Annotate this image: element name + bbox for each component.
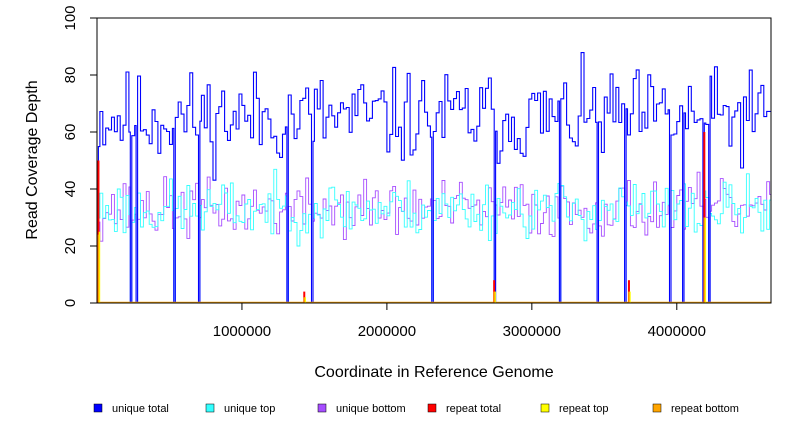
- series-line-unique-top: [97, 168, 771, 303]
- legend-swatch: [317, 403, 327, 413]
- x-tick-label: 3000000: [503, 323, 561, 340]
- legend-swatch: [93, 403, 103, 413]
- legend-item: unique top: [205, 403, 275, 415]
- legend-label: unique top: [224, 403, 275, 415]
- y-tick-label: 60: [62, 124, 79, 141]
- legend-item: unique total: [93, 403, 169, 415]
- legend-label: repeat top: [559, 403, 609, 415]
- legend-swatch: [427, 403, 437, 413]
- y-tick-label: 20: [62, 238, 79, 255]
- legend-label: unique bottom: [336, 403, 406, 415]
- x-tick-label: 1000000: [213, 323, 271, 340]
- x-axis-title: Coordinate in Reference Genome: [314, 364, 553, 381]
- series-line-unique-total: [97, 52, 771, 303]
- y-tick-label: 80: [62, 67, 79, 84]
- legend-item: repeat bottom: [652, 403, 739, 415]
- legend-item: repeat top: [540, 403, 609, 415]
- legend-label: repeat total: [446, 403, 501, 415]
- legend-swatch: [205, 403, 215, 413]
- legend-swatch: [540, 403, 550, 413]
- plot-frame: [96, 17, 772, 304]
- legend-label: repeat bottom: [671, 403, 739, 415]
- x-tick-label: 4000000: [648, 323, 706, 340]
- x-tick-label: 2000000: [358, 323, 416, 340]
- y-tick-label: 100: [62, 5, 79, 30]
- legend-label: unique total: [112, 403, 169, 415]
- y-axis-title: Read Coverage Depth: [24, 80, 41, 239]
- legend: unique total unique top unique bottom repea…: [93, 403, 739, 415]
- x-axis: 1000000 2000000 3000000 4000000: [213, 303, 706, 340]
- legend-item: repeat total: [427, 403, 501, 415]
- y-axis: 0 20 40 60 80 100: [62, 5, 97, 307]
- series-line-unique-bottom: [97, 171, 771, 303]
- y-tick-label: 0: [62, 299, 79, 307]
- y-tick-label: 40: [62, 181, 79, 198]
- legend-swatch: [652, 403, 662, 413]
- plot-area: [97, 52, 771, 303]
- legend-item: unique bottom: [317, 403, 406, 415]
